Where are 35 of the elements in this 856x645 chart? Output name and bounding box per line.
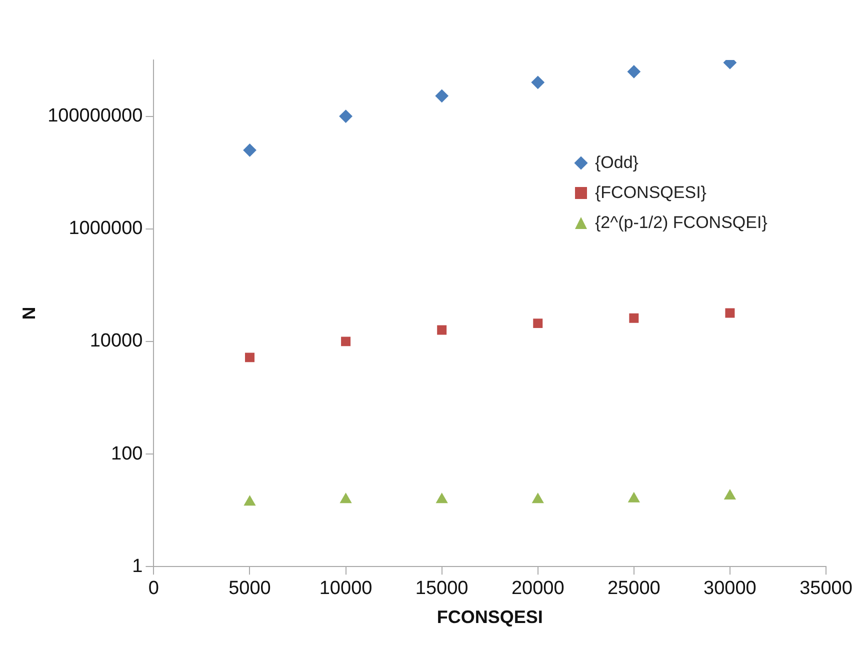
y-axis-title: N xyxy=(18,306,39,320)
y-tick-label: 100000000 xyxy=(48,106,143,127)
point xyxy=(627,65,640,78)
point xyxy=(437,325,447,335)
point xyxy=(243,144,256,157)
point xyxy=(244,496,256,506)
point xyxy=(532,493,544,504)
x-tick-label: 10000 xyxy=(319,578,372,600)
point xyxy=(435,89,448,102)
x-tick-label: 15000 xyxy=(415,578,468,600)
point xyxy=(725,308,735,318)
y-tick-label: 1 xyxy=(132,556,143,577)
x-tick-label: 35000 xyxy=(800,578,852,600)
x-axis-title: FCONSQESI xyxy=(436,607,543,628)
point xyxy=(340,493,352,504)
point xyxy=(531,76,544,89)
y-tick-label: 10000 xyxy=(90,330,143,352)
legend-label: {Odd} xyxy=(595,153,638,173)
legend-label: {2^(p-1/2) FCONSQEI} xyxy=(595,213,768,233)
x-tick-label: 25000 xyxy=(607,578,660,600)
x-tick-label: 0 xyxy=(148,578,159,600)
point xyxy=(629,313,639,323)
point xyxy=(341,336,351,346)
point xyxy=(245,352,254,362)
point xyxy=(724,489,736,500)
x-tick-label: 5000 xyxy=(228,578,271,600)
point xyxy=(436,493,448,504)
legend-label: {FCONSQESI} xyxy=(595,183,706,203)
point xyxy=(339,110,352,123)
y-tick-label: 100 xyxy=(111,443,143,464)
point xyxy=(533,318,543,328)
point xyxy=(628,492,640,502)
x-tick-label: 20000 xyxy=(511,578,564,600)
x-tick-label: 30000 xyxy=(704,578,756,600)
y-tick-label: 1000000 xyxy=(68,218,143,240)
